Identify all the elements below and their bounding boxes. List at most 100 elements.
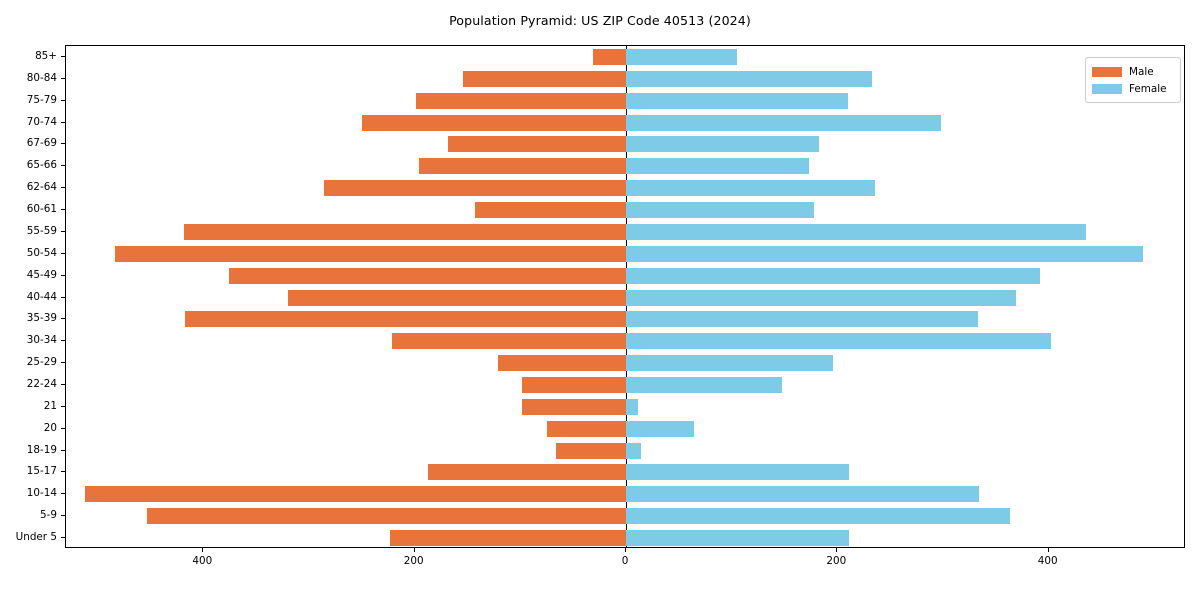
y-axis-tick-mark <box>61 427 65 429</box>
y-axis-tick-label: 15-17 <box>26 465 57 478</box>
bar-male <box>85 486 626 503</box>
y-axis-tick-mark <box>61 252 65 254</box>
y-axis-tick-label: 21 <box>43 399 57 412</box>
bar-male <box>418 158 626 175</box>
y-axis-tick-mark <box>61 230 65 232</box>
bar-female <box>626 355 834 372</box>
bar-female <box>626 289 1016 306</box>
y-axis-tick-label: 65-66 <box>26 159 57 172</box>
legend-label-female: Female <box>1129 82 1167 95</box>
bar-male <box>546 420 626 437</box>
y-axis-tick-mark <box>61 362 65 364</box>
legend-item-male: Male <box>1092 63 1174 80</box>
y-axis-tick-label: 20 <box>43 421 57 434</box>
legend-swatch-female <box>1092 83 1122 94</box>
bar-female <box>626 114 941 131</box>
legend-item-female: Female <box>1092 80 1174 97</box>
plot-area <box>65 45 1185 548</box>
y-axis-tick-mark <box>61 471 65 473</box>
bar-female <box>626 245 1143 262</box>
bar-male <box>287 289 626 306</box>
bar-female <box>626 376 783 393</box>
y-axis-tick-label: 50-54 <box>26 246 57 259</box>
y-axis-tick-label: 67-69 <box>26 137 57 150</box>
x-axis-tick-mark <box>202 548 204 552</box>
y-axis-tick-label: 25-29 <box>26 356 57 369</box>
y-axis-tick-label: 60-61 <box>26 203 57 216</box>
bar-female <box>626 398 638 415</box>
y-axis-tick-label: 55-59 <box>26 224 57 237</box>
y-axis-tick-label: 10-14 <box>26 487 57 500</box>
bar-male <box>522 376 626 393</box>
x-axis-tick-mark <box>413 548 415 552</box>
y-axis-tick-label: 35-39 <box>26 312 57 325</box>
y-axis-tick-mark <box>61 405 65 407</box>
y-axis-tick-mark <box>61 493 65 495</box>
chart-title: Population Pyramid: US ZIP Code 40513 (2… <box>449 13 751 28</box>
bar-male <box>593 48 626 65</box>
bar-male <box>185 311 626 328</box>
bar-male <box>323 180 626 197</box>
y-axis-tick-mark <box>61 274 65 276</box>
bar-female <box>626 180 876 197</box>
x-axis-tick-mark <box>625 548 626 552</box>
y-axis-tick-mark <box>61 165 65 167</box>
bar-female <box>626 223 1086 240</box>
x-axis-tick-label: 400 <box>1037 555 1058 567</box>
bar-male <box>463 70 626 87</box>
chart-legend: Male Female <box>1085 57 1181 103</box>
bar-female <box>626 70 873 87</box>
bar-male <box>474 202 626 219</box>
y-axis-tick-mark <box>61 296 65 298</box>
bars-container <box>66 46 1184 547</box>
y-axis-tick-mark <box>61 143 65 145</box>
x-axis-tick-mark <box>1047 548 1049 552</box>
bar-male <box>498 355 626 372</box>
y-axis-tick-label: 22-24 <box>26 377 57 390</box>
y-axis-labels: 85+ 80-84 75-79 70-74 67-69 65-66 62-64 60-61 55… <box>0 45 57 548</box>
legend-label-male: Male <box>1129 65 1154 78</box>
bar-male <box>114 245 626 262</box>
x-axis-tick-label: 0 <box>621 555 629 567</box>
bar-female <box>626 158 809 175</box>
bar-female <box>626 333 1051 350</box>
legend-swatch-male <box>1092 66 1122 77</box>
bar-male <box>147 508 626 525</box>
x-axis-tick-label: 200 <box>403 555 424 567</box>
y-axis-tick-mark <box>61 209 65 211</box>
bar-male <box>184 223 626 240</box>
y-axis-tick-mark <box>61 55 65 57</box>
bar-female <box>626 486 979 503</box>
y-axis-tick-mark <box>61 187 65 189</box>
bar-female <box>626 48 737 65</box>
y-axis-tick-label: Under 5 <box>15 531 57 544</box>
y-axis-tick-mark <box>61 449 65 451</box>
bar-male <box>415 92 626 109</box>
bar-male <box>522 398 626 415</box>
bar-male <box>228 267 626 284</box>
x-axis-tick-label: 200 <box>826 555 847 567</box>
y-axis-tick-label: 30-34 <box>26 334 57 347</box>
y-axis-tick-mark <box>61 537 65 539</box>
y-axis-tick-label: 18-19 <box>26 443 57 456</box>
bar-male <box>392 333 626 350</box>
bar-female <box>626 420 694 437</box>
y-axis-tick-mark <box>61 77 65 79</box>
x-axis-tick-mark <box>836 548 838 552</box>
y-axis-tick-label: 40-44 <box>26 290 57 303</box>
y-axis-tick-mark <box>61 318 65 320</box>
bar-female <box>626 530 849 547</box>
y-axis-tick-label: 80-84 <box>26 71 57 84</box>
bar-female <box>626 92 848 109</box>
bar-male <box>361 114 626 131</box>
y-axis-tick-label: 75-79 <box>26 93 57 106</box>
y-axis-tick-label: 85+ <box>35 49 57 62</box>
y-axis-tick-mark <box>61 383 65 385</box>
y-axis-tick-mark <box>61 121 65 123</box>
bar-male <box>448 136 626 153</box>
bar-female <box>626 508 1010 525</box>
bar-female <box>626 202 815 219</box>
bar-female <box>626 136 820 153</box>
y-axis-tick-label: 62-64 <box>26 181 57 194</box>
